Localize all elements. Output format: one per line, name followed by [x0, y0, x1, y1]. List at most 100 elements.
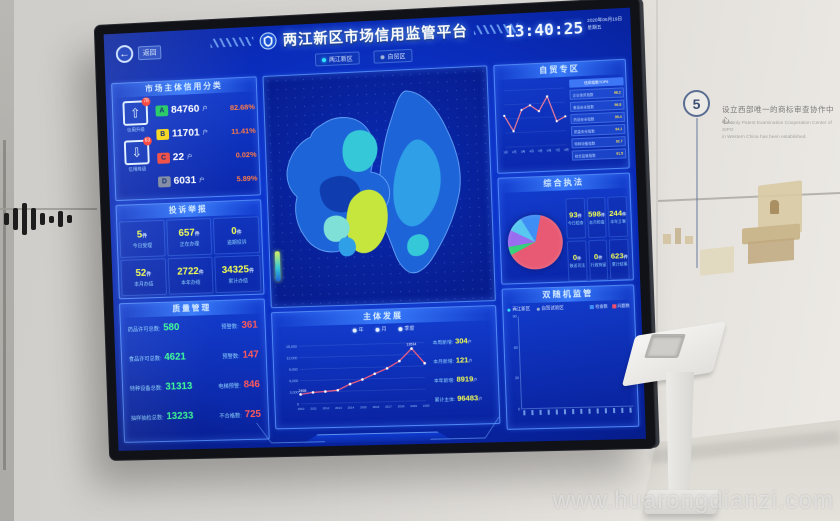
wall-note-en-line1: The only Patent Examination Cooperation … [722, 121, 832, 134]
back-arrow-icon[interactable]: ← [115, 44, 134, 64]
quality-row: 食品许可总数: 4621 预警数: 147 [128, 349, 260, 364]
enforcement-stat: 0件 移送司法 [566, 240, 588, 282]
ftz-list-header: 信用指数TOP6 [568, 77, 624, 88]
map-highlight-district[interactable] [345, 189, 389, 254]
credit-unit: 户 [199, 177, 205, 184]
credit-pct: 0.02% [235, 149, 257, 160]
credit-unit: 户 [202, 130, 209, 137]
toggle-dot-icon [536, 307, 540, 311]
wall-step-line [696, 118, 698, 268]
tab-label[interactable]: 自贸区 [387, 54, 406, 62]
clock-time: 13:40:25 [504, 18, 584, 42]
enforcement-stat: 598件 本月检查 [586, 196, 607, 239]
svg-text:2014: 2014 [348, 405, 355, 409]
legend-month[interactable]: 月 [375, 326, 386, 333]
svg-text:2016: 2016 [373, 405, 380, 409]
credit-unit: 户 [186, 154, 193, 161]
panel-quality: 质量管理 药品许可总数: 580 预警数: 361 食品许可总数: 4621 预警数: 1… [119, 298, 270, 443]
ftz-list-item[interactable]: 药品安全指数 95.4 [570, 111, 625, 125]
map-teal-district[interactable] [342, 129, 379, 173]
upgrade-badge: 78 [141, 97, 151, 107]
dashboard: ← 返回 两江新区市场信用监管平台 两江新区 [103, 7, 647, 451]
wall-note-en-line2: in Western China has been established. [722, 135, 807, 141]
credit-pct: 11.41% [230, 125, 256, 136]
enforcement-pie-chart [506, 213, 564, 271]
rc-toggle-ftz[interactable]: 自贸试验区 [536, 305, 564, 312]
tab-liangjiang[interactable]: 两江新区 [314, 51, 360, 67]
ftz-list-item[interactable]: 食品安全指数 96.8 [569, 99, 625, 113]
svg-text:2018: 2018 [398, 404, 405, 408]
enforcement-stat: 0件 行政拘留 [587, 239, 609, 281]
credit-upgrade-button[interactable]: ⇧ 78 [122, 97, 151, 126]
enforcement-stat: 93件 今日检查 [565, 197, 586, 239]
clock-date: 2020年06月19日 星期五 [587, 16, 623, 32]
downgrade-badge: 63 [142, 136, 152, 146]
map-color-legend [274, 251, 281, 282]
tab-dot-icon [380, 54, 385, 59]
bar-y-tick: 0 [518, 407, 521, 412]
dashboard-header: 两江新区市场信用监管平台 两江新区 自贸区 [104, 12, 632, 77]
svg-text:2012: 2012 [323, 406, 330, 410]
complaint-stat: 34325件 累计办结 [214, 254, 262, 294]
grade-badge: C [157, 152, 171, 164]
back-button-label[interactable]: 返回 [137, 45, 162, 61]
quality-row: 特种设备总数: 31313 电梯预警: 846 [129, 379, 261, 393]
legend-problems: 问题数 [611, 303, 630, 310]
toggle-label[interactable]: 自贸试验区 [541, 304, 564, 311]
wall-decor-line-right [658, 192, 840, 202]
map-light-district[interactable] [338, 237, 357, 257]
svg-text:0: 0 [297, 402, 299, 406]
grade-badge: D [157, 175, 171, 188]
tab-label[interactable]: 两江新区 [328, 56, 353, 64]
ftz-list-item[interactable]: 质量安全指数 94.1 [570, 123, 626, 137]
ftz-list-item[interactable]: 综合监管指数 91.5 [571, 148, 627, 161]
credit-unit: 户 [202, 106, 208, 113]
svg-text:2468: 2468 [298, 389, 306, 393]
credit-count: 84760 [170, 102, 200, 116]
map-right-inner-district[interactable] [391, 138, 443, 228]
svg-text:7月: 7月 [556, 148, 561, 152]
svg-text:2013: 2013 [335, 406, 342, 410]
credit-downgrade-button[interactable]: ⇩ 63 [123, 136, 152, 166]
map-pale-district[interactable] [323, 215, 351, 243]
legend-year[interactable]: 年 [353, 326, 363, 333]
wall-step-number: 5 [683, 90, 710, 117]
wall-note-chinese: 设立西部唯一的商标审查协作中心。 [722, 105, 834, 125]
tab-ftz[interactable]: 自贸区 [373, 48, 413, 64]
panel-entity-development: 主体发展 年 月 季度 0 3,000 6,000 9,000 12,000 15,000… [271, 305, 501, 430]
panel-map [262, 65, 496, 309]
complaint-stat: 52件 本月办结 [120, 258, 167, 297]
svg-text:12,000: 12,000 [286, 356, 297, 360]
credit-count: 11701 [171, 126, 200, 140]
svg-text:15,000: 15,000 [286, 345, 297, 349]
panel-credit-classification: 市场主体信用分类 ⇧ 78 信用升级 ⇩ 63 信用降级 A 84760 户 8… [111, 76, 261, 202]
rc-toggle-liangjiang[interactable]: 两江新区 [507, 306, 530, 313]
svg-text:9,000: 9,000 [289, 368, 298, 372]
platform-emblem-icon [259, 31, 277, 50]
grade-badge: B [156, 128, 170, 140]
grade-badge: A [155, 104, 169, 117]
svg-text:4月: 4月 [529, 149, 534, 153]
ftz-list-item[interactable]: 特种设备指数 92.7 [571, 136, 626, 149]
ftz-list-item[interactable]: 企业信用指数 98.2 [569, 87, 625, 100]
district-map[interactable] [264, 66, 495, 307]
wall-corner-seam [656, 0, 658, 470]
map-right-sub-district[interactable] [406, 233, 430, 257]
kiosk-stand [618, 321, 748, 521]
bar-y-tick: 90 [512, 314, 517, 319]
panel-enforcement: 综合执法 93件 今日检查 598件 本月检查 244件 本年立案 0件 移送司法 0件 行政拘留… [497, 172, 634, 285]
bar-y-tick: 30 [514, 376, 520, 381]
tab-dot-icon [321, 57, 327, 62]
svg-text:2020: 2020 [423, 404, 430, 408]
svg-text:5月: 5月 [538, 149, 543, 153]
toggle-label[interactable]: 两江新区 [512, 305, 531, 312]
door-frame-line [3, 140, 6, 470]
complaint-stat: 5件 今日受理 [119, 219, 166, 258]
back-button[interactable]: ← 返回 [115, 43, 162, 64]
ftz-ranking-list: 信用指数TOP6 企业信用指数 98.2 食品安全指数 96.8 药品安全指数 95.4 质量… [568, 77, 627, 163]
svg-text:2011: 2011 [310, 406, 317, 410]
legend-quarter[interactable]: 季度 [398, 325, 414, 333]
wall-art-person [770, 200, 779, 214]
enforcement-stat: 623件 累计结案 [609, 238, 630, 281]
panel-complaints: 投诉举报 5件 今日受理 657件 正在办理 0件 逾期投诉 52件 本月办结 2722件 本年办… [115, 199, 265, 300]
